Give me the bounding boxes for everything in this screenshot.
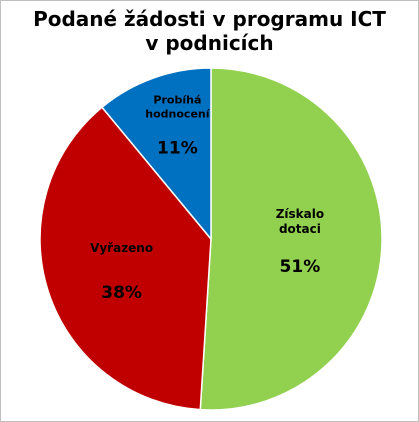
pie-slice-1 — [199, 67, 383, 411]
slice-name-line-2: hodnocení — [145, 108, 210, 121]
slice-percent-label-2: 38% — [101, 283, 142, 303]
slice-name-line-1: Získalo — [276, 207, 324, 221]
slice-name-label-3: Probíhá hodnocení — [145, 94, 210, 121]
slice-percent-label-3: 11% — [157, 139, 198, 159]
pie-slice-2 — [39, 106, 212, 411]
chart-title: Podané žádosti v programu ICT v podnicíc… — [1, 7, 418, 55]
slice-name-line-1: Probíhá — [153, 94, 201, 107]
chart-title-line-2: v podnicích — [145, 31, 274, 55]
slice-name-line-2: dotaci — [279, 222, 321, 236]
pie-slice-3 — [100, 67, 212, 242]
slice-name-label-2: Vyřazeno — [90, 241, 153, 255]
chart-title-line-1: Podané žádosti v programu ICT — [33, 7, 386, 31]
slice-name-line-1: Vyřazeno — [90, 241, 153, 255]
slice-percent-label-1: 51% — [280, 257, 321, 277]
slice-name-label-1: Získalo dotaci — [276, 207, 324, 236]
